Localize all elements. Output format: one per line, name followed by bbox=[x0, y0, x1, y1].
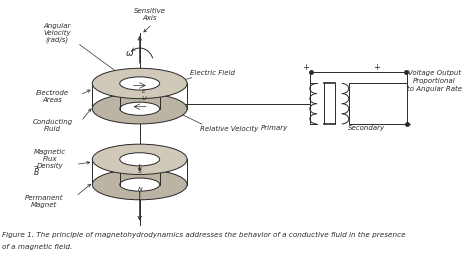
Ellipse shape bbox=[92, 68, 187, 99]
Text: Conducting
Fluid: Conducting Fluid bbox=[32, 119, 73, 132]
Text: +: + bbox=[373, 63, 380, 72]
Polygon shape bbox=[140, 68, 187, 124]
Text: S: S bbox=[138, 169, 142, 174]
Text: ω: ω bbox=[126, 49, 133, 58]
Text: U: U bbox=[141, 96, 146, 101]
Text: Primary: Primary bbox=[261, 125, 288, 131]
Polygon shape bbox=[140, 144, 187, 200]
Polygon shape bbox=[92, 68, 140, 124]
Text: $\vec{B}$: $\vec{B}$ bbox=[33, 164, 39, 178]
Text: Secondary: Secondary bbox=[348, 125, 385, 131]
Text: Angular
Velocity
(rad/s): Angular Velocity (rad/s) bbox=[44, 23, 71, 43]
Text: E: E bbox=[142, 89, 146, 94]
Text: Permanent
Magnet: Permanent Magnet bbox=[25, 195, 63, 208]
Polygon shape bbox=[92, 144, 140, 200]
Text: N: N bbox=[137, 187, 142, 192]
Text: Relative Velocity: Relative Velocity bbox=[201, 126, 259, 132]
Text: Voltage Output
Proportional
to Angular Rate: Voltage Output Proportional to Angular R… bbox=[407, 70, 462, 92]
Ellipse shape bbox=[120, 77, 160, 90]
Text: of a magnetic field.: of a magnetic field. bbox=[2, 244, 73, 250]
Ellipse shape bbox=[120, 153, 160, 166]
Ellipse shape bbox=[120, 102, 160, 115]
Text: Electrode
Areas: Electrode Areas bbox=[36, 90, 69, 103]
Text: Sensitive
Axis: Sensitive Axis bbox=[134, 8, 166, 21]
Text: +: + bbox=[302, 63, 310, 72]
Ellipse shape bbox=[92, 144, 187, 174]
Text: -: - bbox=[407, 119, 411, 129]
Text: Figure 1. The principle of magnetohydrodynamics addresses the behavior of a cond: Figure 1. The principle of magnetohydrod… bbox=[2, 232, 406, 238]
Ellipse shape bbox=[92, 169, 187, 200]
Ellipse shape bbox=[120, 178, 160, 191]
Text: Electric Field: Electric Field bbox=[190, 70, 235, 76]
Text: Magnetic
Flux
Density: Magnetic Flux Density bbox=[34, 149, 66, 169]
Ellipse shape bbox=[92, 94, 187, 124]
